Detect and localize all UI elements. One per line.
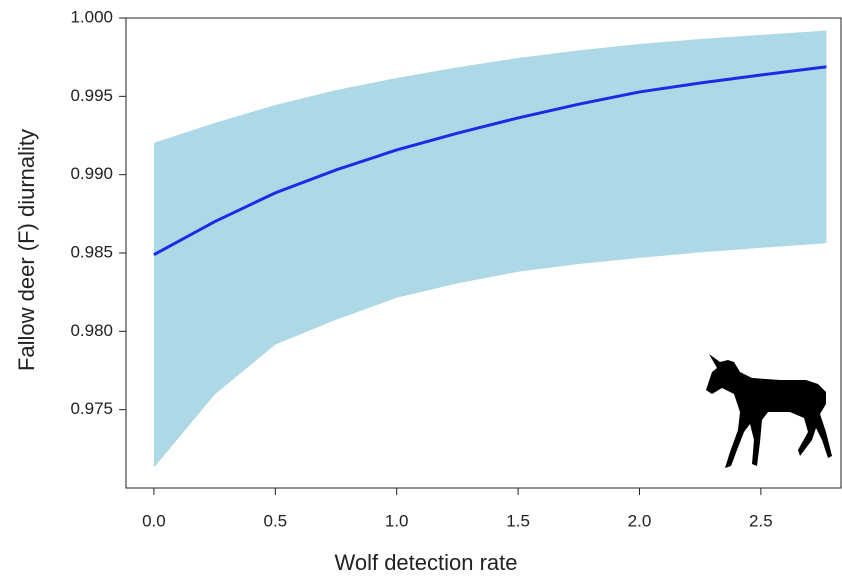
confidence-band [153, 30, 827, 468]
mean-line [153, 65, 827, 257]
plot-area [153, 30, 827, 468]
y-tick-label: 0.990 [70, 164, 113, 183]
x-tick-label: 0.5 [263, 511, 287, 530]
y-tick-label: 0.975 [70, 399, 113, 418]
y-tick-label: 0.985 [70, 242, 113, 261]
x-tick-label: 2.0 [628, 511, 652, 530]
x-tick-label: 1.0 [385, 511, 409, 530]
x-tick-label: 1.5 [506, 511, 530, 530]
y-axis-title: Fallow deer (F) diurnality [14, 129, 39, 371]
x-tick-label: 0.0 [142, 511, 166, 530]
deer-silhouette [706, 354, 832, 468]
y-tick-label: 0.980 [70, 321, 113, 340]
x-tick-label: 2.5 [749, 511, 773, 530]
y-tick-label: 0.995 [70, 86, 113, 105]
y-tick-label: 1.000 [70, 7, 113, 26]
x-axis-title: Wolf detection rate [334, 550, 517, 575]
